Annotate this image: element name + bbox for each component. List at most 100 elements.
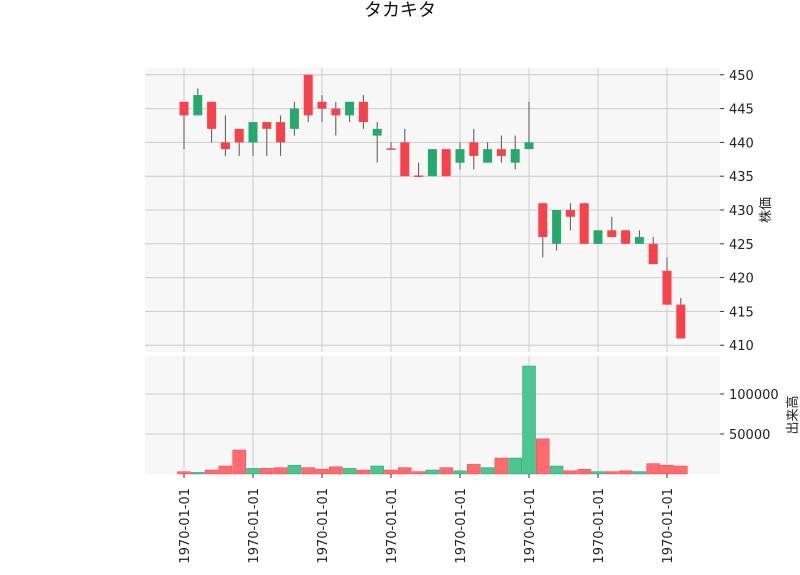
candle-body xyxy=(303,74,313,116)
candle-body xyxy=(483,149,493,163)
volume-bar xyxy=(508,457,522,475)
candle-body xyxy=(441,149,451,177)
price-axis-ticks: 410 415 420 425 430 435 440 445 450 xyxy=(720,69,754,354)
candle-body xyxy=(276,122,286,143)
price-tick-label: 445 xyxy=(729,103,754,118)
volume-bar xyxy=(177,471,191,475)
volume-bar xyxy=(329,466,343,475)
candle-body xyxy=(621,230,631,244)
candle-body xyxy=(193,95,203,116)
candle-body xyxy=(248,122,258,143)
candle-body xyxy=(662,270,672,305)
x-tick-label: 1970-01-01 xyxy=(316,488,331,564)
candle-body xyxy=(510,149,520,163)
x-tick-label: 1970-01-01 xyxy=(523,488,538,564)
volume-bar xyxy=(605,471,619,475)
candle-body xyxy=(634,237,644,244)
candle-body xyxy=(524,142,534,150)
candle-body xyxy=(207,101,217,129)
candle-body xyxy=(234,128,244,143)
volume-bars xyxy=(177,365,688,475)
candle-body xyxy=(607,230,617,238)
volume-bar xyxy=(398,467,412,475)
volume-bar xyxy=(453,470,467,475)
candle-body xyxy=(593,230,603,244)
candle-body xyxy=(331,108,341,116)
candle-body xyxy=(427,149,437,177)
volume-bar xyxy=(563,470,578,475)
x-tick-label: 1970-01-01 xyxy=(385,488,400,564)
price-tick-label: 420 xyxy=(729,272,754,287)
volume-bar xyxy=(356,469,371,475)
candle-body xyxy=(648,243,658,265)
volume-bar xyxy=(246,468,260,475)
volume-bar xyxy=(191,472,205,475)
volume-bar xyxy=(632,471,647,475)
price-tick-label: 435 xyxy=(729,170,754,185)
chart-title: タカキタ xyxy=(364,0,436,21)
candle-body xyxy=(579,203,589,244)
volume-bar xyxy=(301,467,315,475)
volume-bar xyxy=(674,465,688,475)
candle-body xyxy=(317,101,327,109)
price-tick-label: 430 xyxy=(729,204,754,219)
candle-body xyxy=(289,108,299,129)
volume-bar xyxy=(425,469,440,475)
candles xyxy=(179,74,686,339)
volume-axis-label: 出来高 xyxy=(785,395,800,434)
volume-bar xyxy=(342,468,357,475)
volume-bar xyxy=(591,471,605,475)
candle-body xyxy=(538,203,548,238)
price-grid xyxy=(145,68,720,352)
volume-bar xyxy=(411,471,426,475)
candle-body xyxy=(262,122,272,129)
volume-bar xyxy=(287,464,302,475)
candle-body xyxy=(372,128,382,136)
candle-body xyxy=(345,101,355,116)
volume-panel-background xyxy=(145,356,720,474)
volume-bar xyxy=(522,365,536,475)
x-tick-label: 1970-01-01 xyxy=(592,488,607,564)
volume-bar xyxy=(384,469,398,475)
candle-body xyxy=(455,149,465,163)
volume-bar xyxy=(494,457,509,475)
volume-tick-label: 50000 xyxy=(729,428,770,443)
volume-bar xyxy=(536,438,550,475)
volume-axis-ticks: 50000 100000 xyxy=(720,388,779,443)
volume-grid xyxy=(145,356,720,474)
candle-body xyxy=(496,149,506,156)
candle-body xyxy=(400,142,410,177)
x-tick-label: 1970-01-01 xyxy=(454,488,469,564)
candle-body xyxy=(552,210,562,244)
volume-bar xyxy=(577,468,591,475)
volume-bar xyxy=(660,464,674,475)
volume-bar xyxy=(618,470,633,475)
price-tick-label: 450 xyxy=(729,69,754,84)
volume-bar xyxy=(315,468,329,475)
x-tick-label: 1970-01-01 xyxy=(661,488,676,564)
candle-body xyxy=(358,101,368,123)
volume-bar xyxy=(232,449,246,475)
candle-body xyxy=(565,210,575,217)
volume-bar xyxy=(439,467,453,475)
volume-bar xyxy=(204,469,219,475)
price-axis-label: 株価 xyxy=(759,197,774,223)
volume-bar xyxy=(480,467,495,475)
x-tick-label: 1970-01-01 xyxy=(178,488,193,564)
volume-bar xyxy=(218,465,233,475)
price-tick-label: 415 xyxy=(729,305,754,320)
price-tick-label: 440 xyxy=(729,136,754,151)
volume-bar xyxy=(273,467,288,475)
volume-bar xyxy=(549,465,564,475)
volume-tick-label: 100000 xyxy=(729,388,779,403)
price-tick-label: 410 xyxy=(729,339,754,354)
volume-bar xyxy=(467,464,481,475)
price-tick-label: 425 xyxy=(729,238,754,253)
x-tick-label: 1970-01-01 xyxy=(247,488,262,564)
candle-body xyxy=(676,304,686,339)
candle-body xyxy=(179,101,189,116)
x-axis-ticks: 1970-01-01 1970-01-01 1970-01-01 1970-01-01… xyxy=(178,474,676,564)
volume-bar xyxy=(370,465,384,475)
volume-bar xyxy=(260,468,274,475)
